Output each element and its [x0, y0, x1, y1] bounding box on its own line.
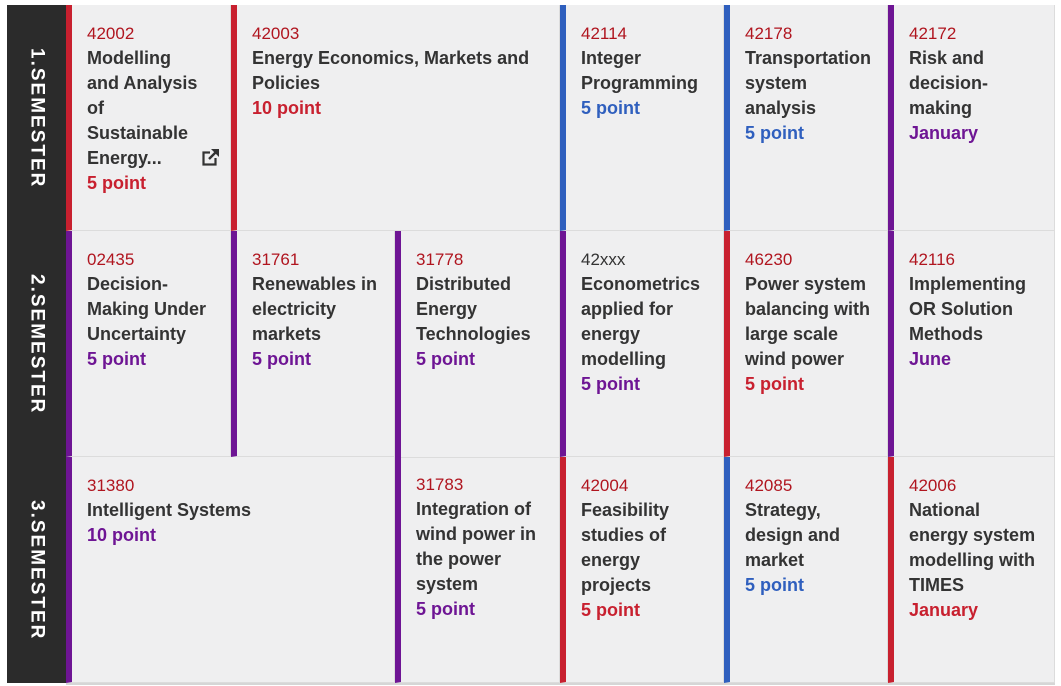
course-code: 42116	[909, 250, 956, 269]
course-card-31783[interactable]: 31783 Integration of wind power in the p…	[401, 472, 551, 622]
course-title: National energy system modelling with TI…	[909, 500, 1036, 595]
course-code: 42xxx	[581, 250, 626, 269]
course-points: 10 point	[87, 525, 157, 545]
course-title: Intelligent Systems	[87, 500, 252, 520]
course-points: 5 point	[745, 123, 804, 143]
semester-3-header: 3.SEMESTER	[7, 457, 66, 683]
course-card-42085[interactable]: 42085 Strategy, design and market 5 poin…	[724, 457, 888, 683]
course-card-42114[interactable]: 42114 Integer Programming 5 point	[560, 5, 724, 231]
row-divider	[401, 457, 559, 458]
course-title: Econometrics applied for energy modellin…	[581, 274, 701, 369]
course-code: 42004	[581, 476, 629, 495]
course-points: 5 point	[416, 349, 475, 369]
course-points: 5 point	[581, 374, 640, 394]
course-title: Decision-Making Under Uncertainty	[87, 274, 207, 344]
course-card-42006[interactable]: 42006 National energy system modelling w…	[888, 457, 1055, 683]
course-card-31380[interactable]: 31380 Intelligent Systems 10 point	[66, 457, 395, 683]
course-points: 5 point	[416, 599, 475, 619]
course-code: 42114	[581, 24, 628, 43]
course-period: January	[909, 123, 979, 143]
semester-1-header: 1.SEMESTER	[7, 5, 66, 231]
course-points: 5 point	[581, 98, 640, 118]
external-link-icon[interactable]	[202, 148, 220, 166]
course-period: June	[909, 349, 952, 369]
semester-2-header: 2.SEMESTER	[7, 231, 66, 457]
course-code: 02435	[87, 250, 135, 269]
course-points: 5 point	[252, 349, 311, 369]
course-title: Distributed Energy Technologies	[416, 274, 531, 344]
course-card-31761[interactable]: 31761 Renewables in electricity markets …	[231, 231, 395, 457]
course-card-46230[interactable]: 46230 Power system balancing with large …	[724, 231, 888, 457]
semester-label: 1.SEMESTER	[26, 47, 48, 189]
course-points: 5 point	[745, 575, 804, 595]
course-code: 42006	[909, 476, 957, 495]
course-code: 31761	[252, 250, 300, 269]
course-period: January	[909, 600, 979, 620]
course-code: 42002	[87, 24, 135, 43]
course-title: Risk and decision-making	[909, 48, 989, 118]
course-points: 5 point	[581, 600, 640, 620]
course-title: Transportation system analysis	[745, 48, 872, 118]
course-code: 42172	[909, 24, 957, 43]
course-title: Power system balancing with large scale …	[745, 274, 871, 369]
course-card-42172[interactable]: 42172 Risk and decision-making January	[888, 5, 1055, 231]
semester-label: 2.SEMESTER	[26, 273, 48, 415]
course-points: 10 point	[252, 98, 322, 118]
course-code: 31380	[87, 476, 135, 495]
course-title: Renewables in electricity markets	[252, 274, 378, 344]
course-code: 42085	[745, 476, 793, 495]
course-card-42002[interactable]: 42002 Modelling and Analysis of Sustaina…	[66, 5, 231, 231]
course-title: Integration of wind power in the power s…	[416, 499, 536, 594]
course-card-42xxx[interactable]: 42xxx Econometrics applied for energy mo…	[560, 231, 724, 457]
course-code: 42178	[745, 24, 793, 43]
course-title: Implementing OR Solution Methods	[909, 274, 1027, 344]
course-card-42004[interactable]: 42004 Feasibility studies of energy proj…	[560, 457, 724, 683]
course-code: 46230	[745, 250, 793, 269]
course-card-42116[interactable]: 42116 Implementing OR Solution Methods J…	[888, 231, 1055, 457]
course-code: 42003	[252, 24, 300, 43]
semester-label: 3.SEMESTER	[26, 499, 48, 641]
course-points: 5 point	[745, 374, 804, 394]
grid-bottom-border	[66, 683, 1055, 685]
course-points: 5 point	[87, 349, 146, 369]
course-title: Strategy, design and market	[745, 500, 841, 570]
course-card-42178[interactable]: 42178 Transportation system analysis 5 p…	[724, 5, 888, 231]
course-title: Feasibility studies of energy projects	[581, 500, 670, 595]
course-title: Energy Economics, Markets and Policies	[252, 48, 530, 93]
course-title: Integer Programming	[581, 48, 699, 93]
course-code: 31778	[416, 250, 464, 269]
course-title: Modelling and Analysis of Sustainable En…	[87, 48, 198, 168]
course-code: 31783	[416, 475, 464, 494]
course-card-42003[interactable]: 42003 Energy Economics, Markets and Poli…	[231, 5, 560, 231]
course-points: 5 point	[87, 173, 146, 193]
course-card-02435[interactable]: 02435 Decision-Making Under Uncertainty …	[66, 231, 231, 457]
